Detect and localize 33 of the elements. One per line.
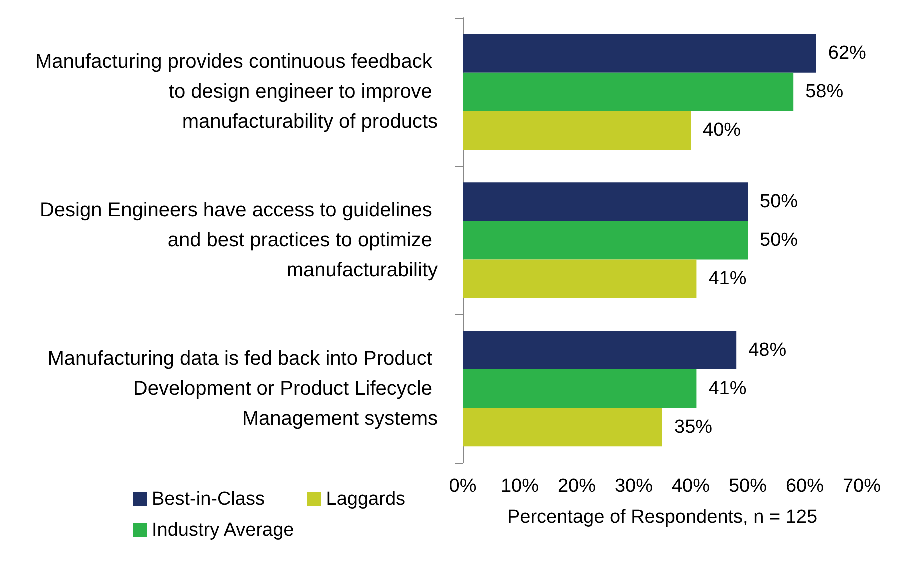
data-label: 50% (760, 230, 798, 251)
bar (463, 260, 697, 298)
bar (463, 111, 691, 150)
x-tick-label: 20% (558, 476, 596, 497)
legend-label: Laggards (326, 489, 406, 510)
bar (463, 221, 748, 260)
x-tick-label: 40% (672, 476, 710, 497)
bar (463, 408, 662, 447)
data-label: 58% (806, 82, 844, 103)
bar (463, 182, 748, 222)
y-tick-label: Manufacturing provides continuous feedback to design engineer to improve manufacturability of products (36, 51, 438, 134)
legend-label: Industry Average (152, 520, 294, 541)
data-label: 50% (760, 191, 798, 212)
bar (463, 72, 794, 112)
data-label: 41% (708, 268, 747, 290)
x-tick-label: 60% (786, 476, 824, 497)
x-tick-label: 0% (449, 476, 477, 497)
data-label: 35% (674, 416, 713, 438)
legend-label: Best-in-Class (152, 489, 265, 510)
x-axis-title: Percentage of Respondents, n = 125 (507, 507, 818, 528)
data-label: 62% (828, 43, 867, 64)
x-tick-label: 10% (500, 476, 540, 497)
y-tick-label: Manufacturing data is fed back into Product Development or Product Lifecycle Management systems (48, 348, 438, 430)
bar (463, 330, 737, 370)
x-tick-label: 30% (614, 476, 654, 497)
x-tick-label: 50% (728, 476, 768, 497)
y-tick-label: Design Engineers have access to guidelines and best practices to optimize manufacturability (40, 200, 438, 282)
data-label: 48% (748, 340, 787, 361)
x-tick-label: 70% (842, 476, 882, 497)
data-label: 41% (708, 378, 747, 400)
bar (463, 34, 816, 73)
bar (463, 370, 697, 408)
data-label: 40% (703, 120, 742, 142)
